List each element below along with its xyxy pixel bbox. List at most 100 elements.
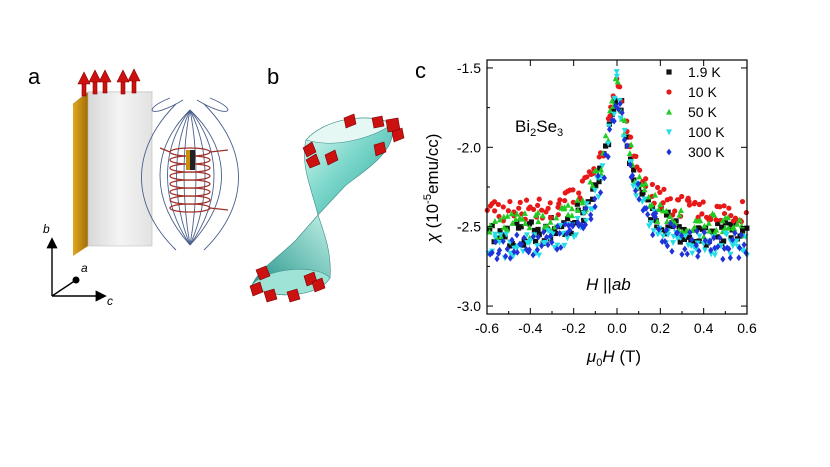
- legend-label: 100 K: [688, 124, 725, 140]
- data-point: [598, 166, 605, 173]
- data-point: [554, 245, 560, 253]
- data-point: [611, 111, 618, 118]
- data-point: [531, 227, 538, 234]
- data-point: [694, 227, 700, 235]
- data-point: [535, 233, 541, 241]
- data-point: [682, 245, 688, 253]
- data-point: [567, 226, 573, 234]
- data-point: [707, 237, 713, 245]
- x-label-h: H: [602, 347, 615, 366]
- data-point: [547, 218, 554, 225]
- data-point: [561, 231, 568, 237]
- data-point: [515, 225, 522, 231]
- data-point: [555, 212, 561, 218]
- legend-label: 50 K: [688, 104, 717, 120]
- data-point: [632, 187, 639, 194]
- data-point: [507, 254, 513, 262]
- data-point: [504, 212, 511, 219]
- data-point: [679, 193, 685, 200]
- data-point: [717, 243, 724, 250]
- data-point: [701, 247, 708, 254]
- data-point: [657, 201, 664, 208]
- data-point: [568, 205, 575, 212]
- spin-arrow-icon: [305, 153, 321, 169]
- data-point: [502, 234, 508, 240]
- axis-a-dot: [72, 276, 80, 284]
- data-point: [521, 234, 527, 242]
- data-point: [719, 224, 725, 230]
- data-point: [648, 220, 655, 226]
- data-point: [691, 201, 697, 207]
- data-point: [727, 254, 733, 262]
- data-point: [534, 243, 541, 249]
- panel-b-label: b: [267, 64, 279, 89]
- data-point: [508, 210, 515, 217]
- data-point: [686, 234, 693, 240]
- data-point: [520, 242, 527, 248]
- axis-b-label: b: [43, 222, 50, 236]
- data-point: [570, 187, 576, 193]
- data-point: [554, 223, 561, 230]
- data-point: [655, 184, 661, 191]
- x-tick-label: 0.6: [737, 320, 757, 336]
- data-point: [650, 211, 656, 219]
- y-label-units: emu/cc): [423, 134, 442, 194]
- data-point: [684, 250, 690, 258]
- data-point: [517, 240, 523, 248]
- legend-marker: [666, 89, 672, 95]
- data-point: [521, 210, 528, 216]
- data-point: [610, 108, 617, 114]
- data-point: [597, 189, 604, 196]
- data-point: [535, 209, 542, 216]
- data-point: [534, 246, 540, 254]
- data-point: [492, 208, 498, 214]
- data-point: [645, 211, 651, 218]
- data-point: [564, 235, 571, 242]
- data-point: [732, 229, 738, 237]
- data-point: [497, 232, 504, 239]
- data-point: [568, 230, 574, 237]
- sample-bi: Bi: [515, 117, 530, 136]
- data-point: [535, 202, 541, 209]
- data-point: [486, 228, 493, 235]
- data-point: [592, 187, 599, 194]
- data-point: [699, 226, 706, 232]
- sample-bi-sub: 2: [530, 127, 536, 139]
- data-point: [565, 201, 572, 208]
- data-point: [713, 217, 719, 223]
- data-point: [523, 197, 530, 203]
- data-point: [655, 206, 662, 213]
- data-point: [565, 211, 572, 218]
- panel-a: a: [28, 64, 239, 308]
- data-point: [588, 211, 594, 219]
- data-point: [574, 201, 580, 207]
- data-point: [557, 222, 564, 229]
- data-point: [574, 215, 581, 222]
- y-label-prefix: (10: [423, 204, 442, 233]
- data-point: [496, 216, 503, 223]
- data-point: [663, 226, 670, 234]
- data-point: [492, 238, 499, 246]
- data-point: [507, 198, 513, 205]
- legend-label: 300 K: [688, 144, 725, 160]
- data-point: [595, 172, 601, 180]
- data-point: [633, 193, 640, 199]
- data-point: [592, 195, 598, 203]
- data-point: [583, 204, 589, 212]
- data-point: [691, 238, 697, 245]
- x-tick-label: 0.4: [694, 320, 714, 336]
- data-point: [601, 174, 607, 182]
- data-point: [682, 233, 689, 240]
- surface-spin-arrows: [77, 68, 141, 97]
- data-point: [613, 73, 620, 80]
- data-point: [731, 225, 738, 232]
- data-point: [487, 203, 493, 209]
- data-point: [671, 223, 677, 230]
- data-point: [541, 228, 547, 236]
- data-point: [565, 188, 571, 194]
- data-point: [545, 241, 551, 249]
- spin-arrow-icon: [302, 141, 317, 158]
- data-point: [694, 240, 701, 247]
- data-point: [579, 199, 586, 206]
